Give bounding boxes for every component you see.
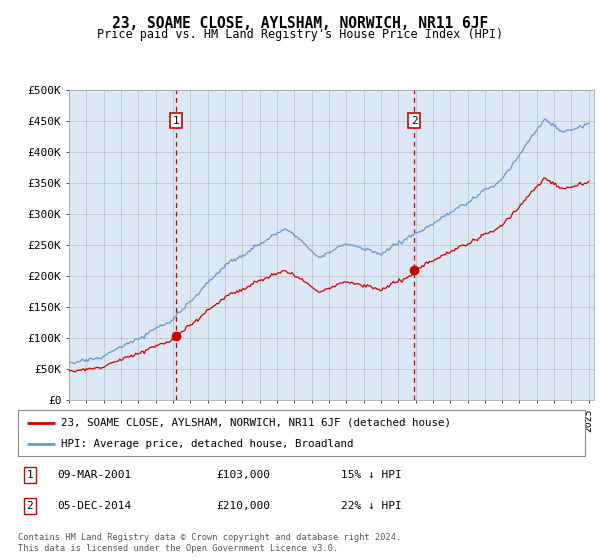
Text: 1: 1 bbox=[173, 116, 179, 125]
Text: 23, SOAME CLOSE, AYLSHAM, NORWICH, NR11 6JF: 23, SOAME CLOSE, AYLSHAM, NORWICH, NR11 … bbox=[112, 16, 488, 31]
Text: 2: 2 bbox=[26, 501, 33, 511]
Text: £210,000: £210,000 bbox=[217, 501, 271, 511]
Text: 22% ↓ HPI: 22% ↓ HPI bbox=[341, 501, 402, 511]
Text: 23, SOAME CLOSE, AYLSHAM, NORWICH, NR11 6JF (detached house): 23, SOAME CLOSE, AYLSHAM, NORWICH, NR11 … bbox=[61, 418, 451, 428]
Text: £103,000: £103,000 bbox=[217, 470, 271, 480]
Text: HPI: Average price, detached house, Broadland: HPI: Average price, detached house, Broa… bbox=[61, 439, 353, 449]
Text: 1: 1 bbox=[26, 470, 33, 480]
Text: 15% ↓ HPI: 15% ↓ HPI bbox=[341, 470, 402, 480]
Text: 05-DEC-2014: 05-DEC-2014 bbox=[58, 501, 132, 511]
Text: Price paid vs. HM Land Registry's House Price Index (HPI): Price paid vs. HM Land Registry's House … bbox=[97, 28, 503, 41]
Text: 2: 2 bbox=[411, 116, 418, 125]
Text: 09-MAR-2001: 09-MAR-2001 bbox=[58, 470, 132, 480]
Text: Contains HM Land Registry data © Crown copyright and database right 2024.
This d: Contains HM Land Registry data © Crown c… bbox=[18, 533, 401, 553]
